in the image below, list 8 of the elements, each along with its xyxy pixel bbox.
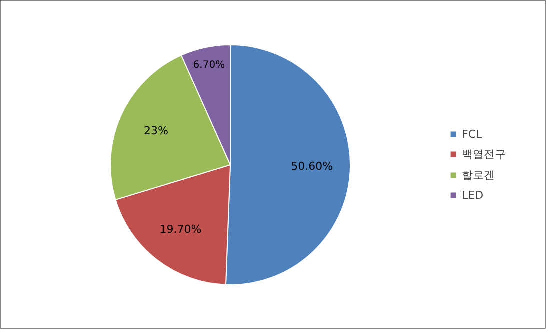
data-label: 19.70% xyxy=(160,223,202,236)
legend-label: 할로겐 xyxy=(462,168,495,182)
data-label: 50.60% xyxy=(291,160,334,174)
legend-label: LED xyxy=(462,188,484,202)
data-label: 6.70% xyxy=(193,60,226,71)
legend-label: FCL xyxy=(462,128,482,140)
legend-label: 백열전구 xyxy=(462,146,506,162)
data-label: 23% xyxy=(144,124,168,138)
